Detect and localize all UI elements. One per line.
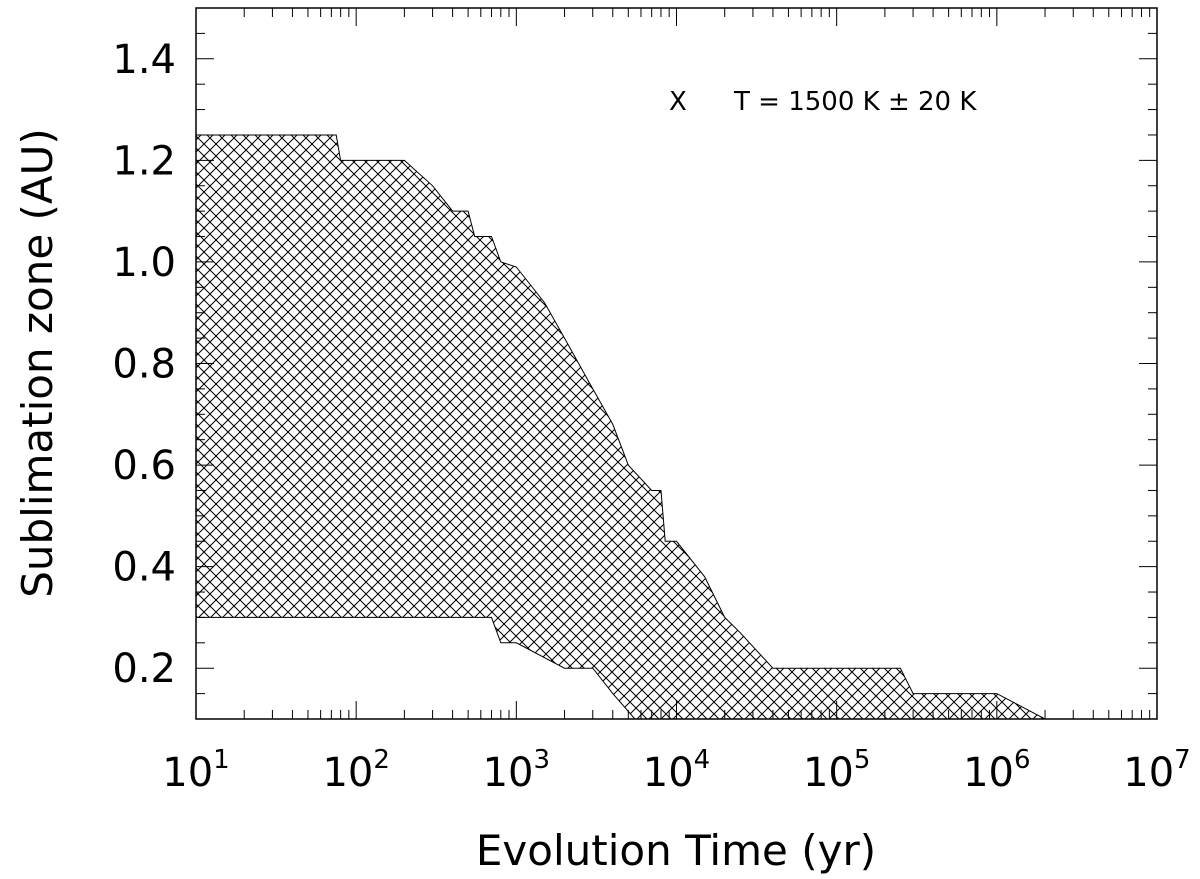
- y-tick-label: 1.2: [112, 138, 176, 184]
- x-tick-exponent: 5: [854, 745, 871, 775]
- legend-text: T = 1500 K ± 20 K: [733, 87, 977, 117]
- y-tick-label: 1.4: [112, 37, 176, 83]
- x-tick-base: 10: [1123, 750, 1174, 796]
- y-tick-label: 0.2: [112, 646, 176, 692]
- y-tick-label: 0.8: [112, 342, 176, 388]
- x-tick-exponent: 3: [534, 745, 551, 775]
- x-tick-exponent: 1: [213, 745, 230, 775]
- y-axis-title: Sublimation zone (AU): [13, 128, 62, 598]
- x-tick-label: 107: [1123, 745, 1190, 796]
- x-tick-label: 105: [803, 745, 870, 796]
- x-tick-exponent: 4: [694, 745, 711, 775]
- y-tick-label: 0.6: [112, 443, 176, 489]
- band-group: [195, 134, 1157, 720]
- y-tick-label: 1.0: [112, 240, 176, 286]
- x-tick-label: 106: [963, 745, 1030, 796]
- sublimation-band: [195, 134, 1157, 720]
- x-tick-base: 10: [803, 750, 854, 796]
- y-tick-label: 0.4: [112, 545, 176, 591]
- x-tick-base: 10: [643, 750, 694, 796]
- x-tick-label: 101: [162, 745, 229, 796]
- x-tick-base: 10: [162, 750, 213, 796]
- x-tick-base: 10: [322, 750, 373, 796]
- legend-marker: X: [669, 87, 687, 117]
- x-tick-exponent: 2: [373, 745, 390, 775]
- x-tick-label: 102: [322, 745, 389, 796]
- ticks: [195, 7, 1158, 720]
- x-tick-base: 10: [963, 750, 1014, 796]
- x-axis-title: Evolution Time (yr): [476, 826, 876, 875]
- x-tick-exponent: 7: [1174, 745, 1191, 775]
- x-tick-exponent: 6: [1014, 745, 1031, 775]
- x-tick-base: 10: [483, 750, 534, 796]
- x-tick-label: 104: [643, 745, 710, 796]
- x-tick-label: 103: [483, 745, 550, 796]
- tick-labels: 101 102 103 104 105 106 1070.20.40.60.81.01.21…: [112, 37, 1190, 796]
